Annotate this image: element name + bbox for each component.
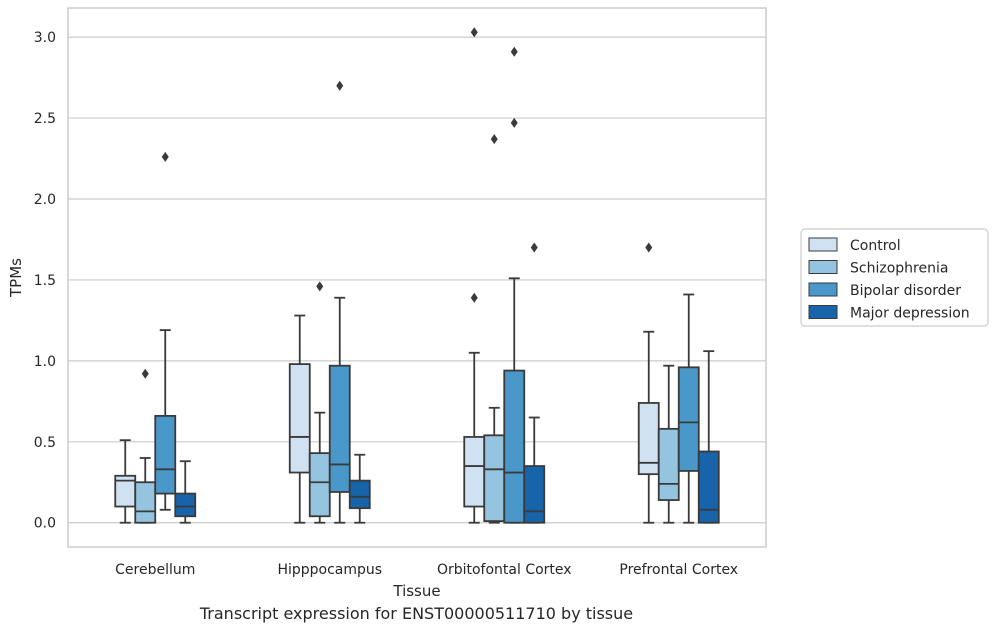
y-tick-label: 2.5 (34, 111, 56, 127)
legend-label: Major depression (850, 306, 970, 322)
box (308, 452, 331, 518)
outlier-point (161, 151, 169, 162)
box (328, 364, 351, 493)
legend-frame (800, 228, 989, 327)
outlier-point (490, 134, 498, 145)
box (523, 465, 546, 524)
box (134, 481, 157, 524)
outlier-point (336, 80, 344, 91)
legend-label: Schizophrenia (850, 261, 948, 277)
x-tick-label: Prefrontal Cortex (619, 562, 738, 578)
y-tick-label: 2.0 (34, 192, 56, 208)
plot-area-frame (67, 7, 767, 548)
outlier-point (470, 27, 478, 38)
y-tick-label: 3.0 (34, 30, 56, 46)
outlier-point (316, 281, 324, 292)
x-tick-label: Orbitofontal Cortex (437, 562, 572, 578)
legend-swatch (808, 305, 838, 319)
y-tick-label: 0.5 (34, 435, 56, 451)
legend-swatch (808, 282, 838, 297)
outlier-point (470, 292, 478, 303)
legend-swatch (808, 260, 838, 274)
legend-swatch (808, 237, 838, 252)
box (288, 363, 311, 474)
outlier-point (510, 46, 518, 57)
x-axis-label: Tissue (392, 582, 440, 600)
y-tick-label: 1.5 (34, 273, 56, 289)
chart-caption: Transcript expression for ENST0000051171… (199, 604, 634, 623)
legend-label: Control (850, 238, 901, 254)
box (677, 366, 700, 472)
box (174, 492, 197, 518)
box (154, 414, 177, 495)
box (348, 479, 371, 510)
y-axis-label: TPMs (7, 258, 25, 298)
y-tick-label: 0.0 (34, 516, 56, 532)
legend-label: Bipolar disorder (850, 283, 961, 299)
box (483, 434, 506, 523)
y-tick-label: 1.0 (34, 354, 56, 370)
box (463, 436, 486, 508)
box (657, 427, 680, 501)
outlier-point (530, 242, 538, 253)
x-tick-label: Hipppocampus (277, 562, 382, 578)
outlier-point (645, 242, 653, 253)
x-tick-label: Cerebellum (115, 562, 195, 578)
outlier-point (141, 368, 149, 379)
box-plot-chart: 0.0 0.5 1.0 1.5 2.0 2.5 3.0 Cerebellum Hipppocam… (7, 7, 989, 600)
box (697, 450, 720, 524)
box (503, 369, 526, 524)
outlier-point (510, 117, 518, 128)
